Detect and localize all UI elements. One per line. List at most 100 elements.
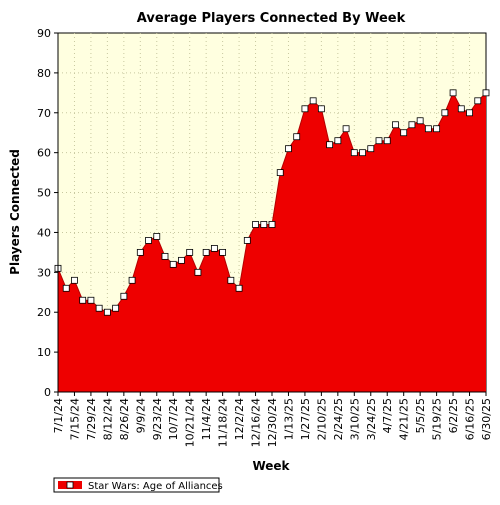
y-tick-label: 90: [37, 27, 51, 40]
data-point-marker: [202, 248, 210, 256]
data-point-marker: [367, 145, 375, 153]
data-point-marker: [276, 169, 284, 177]
x-tick-label: 3/24/25: [365, 398, 378, 440]
x-tick-label: 4/7/25: [381, 398, 394, 433]
y-tick-label: 60: [37, 147, 51, 160]
x-tick-label: 7/15/24: [68, 398, 81, 440]
data-point-marker: [186, 248, 194, 256]
data-point-marker: [145, 237, 152, 244]
data-point-marker: [153, 233, 161, 240]
x-tick-label: 12/16/24: [250, 398, 263, 447]
x-tick-label: 9/23/24: [151, 398, 164, 440]
y-tick-label: 40: [37, 226, 51, 239]
data-point-marker: [120, 292, 128, 300]
y-tick-label: 80: [37, 67, 51, 80]
legend-marker: [66, 481, 74, 489]
data-point-marker: [383, 137, 391, 145]
data-point-marker: [260, 221, 268, 228]
y-tick-label: 10: [37, 346, 51, 359]
x-tick-label: 3/10/25: [348, 398, 361, 440]
y-tick-label: 50: [37, 187, 51, 200]
data-point-marker: [268, 221, 276, 228]
y-tick-label: 30: [37, 266, 51, 279]
data-point-marker: [408, 121, 416, 129]
y-tick-label: 20: [37, 306, 51, 319]
data-point-marker: [62, 284, 70, 292]
y-axis-ticks: 0 10 20 30 40 50 60 70 80 90: [37, 27, 58, 399]
x-tick-label: 8/12/24: [101, 398, 114, 440]
data-point-marker: [482, 89, 490, 97]
x-tick-label: 10/7/24: [167, 398, 180, 440]
data-point-marker: [400, 129, 408, 137]
x-tick-label: 5/19/25: [431, 398, 444, 440]
data-point-marker: [243, 237, 251, 244]
data-point-marker: [219, 248, 227, 256]
y-tick-label: 0: [44, 386, 51, 399]
data-point-marker: [416, 117, 424, 125]
x-tick-label: 10/21/24: [184, 398, 197, 447]
x-tick-label: 7/1/24: [52, 398, 65, 433]
data-point-marker: [252, 221, 259, 228]
series-area: [58, 92, 486, 392]
x-tick-label: 11/18/24: [217, 398, 230, 447]
legend-label: Star Wars: Age of Alliances: [88, 481, 223, 492]
data-point-marker: [95, 304, 103, 312]
x-tick-label: 9/9/24: [134, 398, 147, 433]
x-tick-label: 11/4/24: [200, 398, 213, 440]
data-point-marker: [210, 244, 218, 252]
data-point-marker: [309, 97, 317, 105]
data-point-marker: [433, 125, 441, 133]
chart-title: Average Players Connected By Week: [137, 11, 406, 26]
legend: Star Wars: Age of Alliances: [53, 477, 223, 493]
x-tick-label: 1/13/25: [282, 398, 295, 440]
data-point-marker: [317, 105, 325, 113]
x-tick-label: 5/5/25: [414, 398, 427, 433]
data-point-marker: [466, 109, 473, 117]
data-point-marker: [293, 133, 301, 141]
y-axis-label: Players Connected: [8, 149, 22, 275]
data-point-marker: [178, 256, 185, 264]
data-point-marker: [87, 296, 95, 304]
data-point-marker: [326, 141, 334, 149]
data-point-marker: [457, 105, 465, 113]
data-point-marker: [71, 276, 78, 284]
data-point-marker: [79, 296, 87, 304]
data-point-marker: [301, 105, 309, 113]
data-point-marker: [112, 304, 120, 312]
data-point-marker: [350, 149, 358, 157]
data-point-marker: [169, 260, 177, 268]
x-tick-label: 2/24/25: [332, 398, 345, 440]
x-axis-label: Week: [252, 459, 290, 473]
data-point-marker: [103, 308, 111, 316]
data-point-marker: [474, 97, 482, 105]
data-point-marker: [235, 284, 243, 292]
x-axis-ticks: 7/1/24 7/15/24 7/29/24 8/12/24 8/26/24 9/9/24…: [52, 392, 493, 447]
x-tick-label: 12/30/24: [266, 398, 279, 447]
data-point-marker: [136, 248, 144, 256]
data-point-marker: [227, 276, 235, 284]
y-tick-label: 70: [37, 107, 51, 120]
data-point-marker: [441, 109, 449, 117]
data-point-marker: [375, 137, 383, 145]
data-point-marker: [342, 125, 350, 133]
data-point-marker: [359, 149, 366, 157]
x-tick-label: 7/29/24: [85, 398, 98, 440]
x-tick-label: 1/27/25: [299, 398, 312, 440]
x-tick-label: 12/2/24: [233, 398, 246, 440]
x-tick-label: 2/10/25: [315, 398, 328, 440]
data-point-marker: [194, 268, 202, 276]
x-tick-label: 8/26/24: [118, 398, 131, 440]
legend-box: [53, 477, 220, 493]
data-point-marker: [334, 137, 342, 145]
x-tick-label: 6/2/25: [447, 398, 460, 433]
x-tick-label: 6/30/25: [480, 398, 493, 440]
data-point-marker: [285, 145, 292, 153]
data-point-marker: [424, 125, 432, 133]
data-point-marker: [392, 121, 399, 129]
data-point-marker: [128, 276, 136, 284]
x-tick-label: 4/21/25: [398, 398, 411, 440]
x-tick-label: 6/16/25: [464, 398, 477, 440]
data-point-marker: [449, 89, 457, 97]
